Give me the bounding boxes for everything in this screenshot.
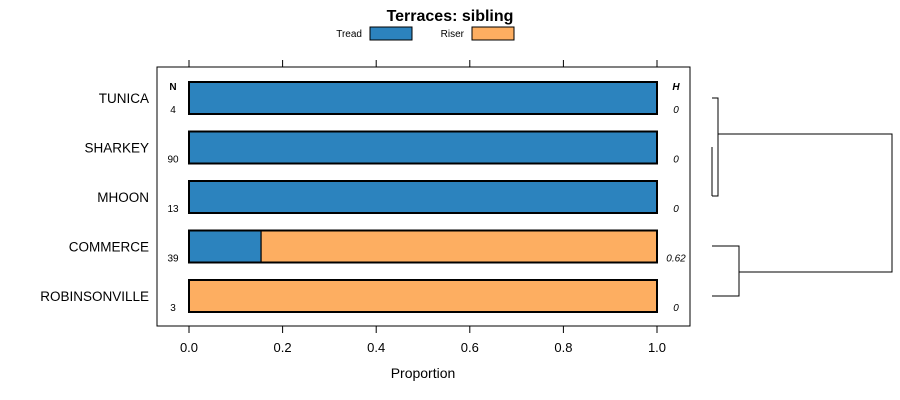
category-label-mhoon: MHOON bbox=[97, 190, 149, 205]
n-value: 13 bbox=[167, 204, 179, 215]
bar-outline-robinsonville bbox=[188, 279, 658, 313]
bar-outline-commerce bbox=[188, 229, 658, 264]
legend-swatch-tread bbox=[369, 26, 413, 41]
category-labels: TUNICA SHARKEY MHOON COMMERCE ROBINSONVILLE bbox=[40, 91, 149, 304]
x-tick-label: 0.4 bbox=[367, 340, 385, 355]
x-tick-label: 1.0 bbox=[648, 340, 666, 355]
dendrogram-branch bbox=[712, 245, 740, 297]
x-tick-label: 0.6 bbox=[461, 340, 479, 355]
x-tick-label: 0.8 bbox=[554, 340, 572, 355]
category-label-robinsonville: ROBINSONVILLE bbox=[40, 289, 149, 304]
x-tick-label: 0.0 bbox=[180, 340, 198, 355]
h-value: 0 bbox=[673, 155, 679, 166]
plot-frame bbox=[156, 66, 691, 327]
legend-label-tread: Tread bbox=[336, 29, 362, 40]
dendrogram-branch bbox=[718, 133, 893, 273]
legend-label-riser: Riser bbox=[441, 29, 465, 40]
n-value: 39 bbox=[167, 254, 179, 265]
category-label-sharkey: SHARKEY bbox=[84, 141, 149, 156]
category-label-commerce: COMMERCE bbox=[69, 240, 149, 255]
n-value: 90 bbox=[167, 155, 179, 166]
dendrogram bbox=[711, 97, 893, 297]
n-value: 4 bbox=[170, 105, 176, 116]
h-value: 0 bbox=[673, 303, 679, 314]
bar-outline-mhoon bbox=[188, 180, 658, 214]
bar-outline-sharkey bbox=[188, 130, 658, 165]
h-values: 0 0 0 0.62 0 bbox=[666, 105, 686, 314]
x-tick-label: 0.2 bbox=[274, 340, 292, 355]
n-value: 3 bbox=[170, 303, 176, 314]
dendrogram-branch bbox=[712, 97, 719, 197]
n-header: N bbox=[169, 82, 176, 93]
h-value: 0.62 bbox=[666, 254, 686, 265]
bar-tread-mhoon bbox=[188, 180, 658, 214]
bar-riser-commerce bbox=[260, 229, 658, 264]
x-axis: 0.0 0.2 0.4 0.6 0.8 1.0 bbox=[180, 60, 666, 355]
bars bbox=[188, 81, 658, 313]
bar-tread-sharkey bbox=[188, 130, 658, 165]
bar-tread-commerce bbox=[188, 229, 262, 264]
bar-outline-tunica bbox=[188, 81, 658, 115]
bar-tread-tunica bbox=[188, 81, 658, 115]
legend: Tread Riser bbox=[336, 26, 515, 41]
legend-swatch-riser bbox=[471, 26, 515, 41]
h-header: H bbox=[672, 82, 680, 93]
n-values: 4 90 13 39 3 bbox=[167, 105, 179, 314]
x-axis-label: Proportion bbox=[391, 365, 456, 381]
chart-title: Terraces: sibling bbox=[387, 8, 514, 25]
h-value: 0 bbox=[673, 204, 679, 215]
category-label-tunica: TUNICA bbox=[99, 91, 149, 106]
h-value: 0 bbox=[673, 105, 679, 116]
bar-riser-robinsonville bbox=[188, 279, 658, 313]
